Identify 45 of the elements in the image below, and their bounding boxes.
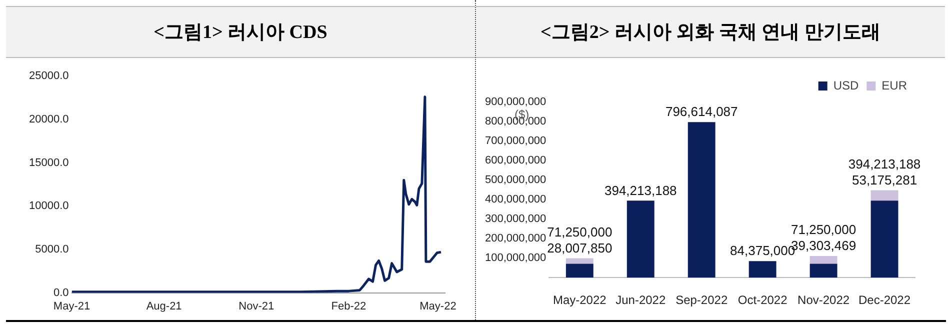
chart-title: <그림2> 러시아 외화 국채 연내 만기도래 [476,6,945,58]
chart-title: <그림1> 러시아 CDS [6,6,475,58]
x-tick-label: May-21 [53,300,90,312]
y-tick-label: 10000.0 [28,200,69,212]
y-tick-label: 500,000,000 [485,174,546,186]
data-label: 796,614,087 [665,104,738,120]
bar [870,190,898,201]
bar [748,261,776,278]
x-tick-label: Oct-2022 [738,293,788,308]
x-tick-label: Dec-2022 [858,293,911,308]
y-tick-label: 5000.0 [35,243,69,256]
y-tick-label: 200,000,000 [485,232,546,245]
x-tick-label: Nov-21 [238,300,274,312]
y-tick-label: 700,000,000 [485,135,546,148]
x-tick-label: Sep-2022 [676,293,728,308]
data-label: 71,250,000 [791,222,856,238]
x-tick-label: May-2022 [552,293,607,308]
data-label: 71,250,000 [547,224,612,240]
x-tick-label: Jun-2022 [616,293,666,308]
y-tick-label: 600,000,000 [485,154,546,167]
y-tick-label: 20000.0 [28,113,69,126]
x-tick-label: May-22 [420,300,456,312]
bar [626,200,654,278]
y-tick-label: 15000.0 [28,156,69,169]
y-tick-label: 300,000,000 [485,213,546,226]
y-tick-label: 0.0 [53,286,69,299]
y-tick-label: 900,000,000 [485,96,546,108]
data-label: 394,213,188 [848,156,921,172]
y-tick-label: 100,000,000 [485,252,546,264]
legend-label: USD [833,78,859,92]
data-label: 53,175,281 [852,172,918,188]
y-tick-label: 400,000,000 [485,194,546,206]
x-tick-label: Aug-21 [146,300,182,312]
bar [566,264,594,278]
legend-label: EUR [882,78,908,92]
x-tick-label: Nov-2022 [798,293,850,308]
data-label: 394,213,188 [604,182,677,198]
bar [566,258,594,264]
y-tick-label: 25000.0 [28,70,69,82]
data-label: 28,007,850 [547,240,612,256]
bar [810,264,838,278]
bar [870,200,898,278]
bar [688,122,716,278]
x-tick-label: Feb-22 [331,300,366,312]
bar [810,256,838,264]
